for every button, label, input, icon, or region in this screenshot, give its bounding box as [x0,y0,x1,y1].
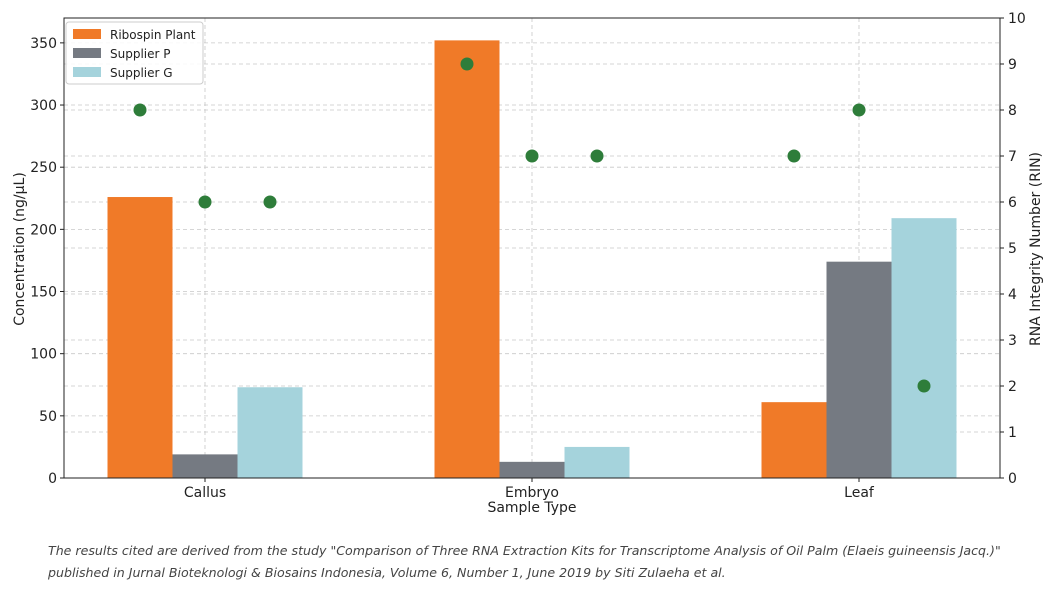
y2-tick-label: 2 [1008,379,1017,395]
y2-tick-label: 4 [1008,287,1017,303]
x-tick-label-embryo: Embryo [505,485,559,501]
rin-point-supplier-p-leaf [852,103,866,117]
legend-swatch-supplier-p [73,48,101,58]
y2-tick-label: 6 [1008,195,1017,211]
y2-tick-label: 9 [1008,57,1017,73]
bar-ribospin-plant-leaf [761,402,827,478]
legend-label-ribospin: Ribospin Plant [110,28,196,42]
bar-supplier-p-callus [172,454,238,478]
y-tick-label: 150 [30,285,57,301]
legend: Ribospin Plant Supplier P Supplier G [65,21,204,85]
rin-point-supplier-g-embryo [590,149,604,163]
source-caption: The results cited are derived from the s… [48,543,1001,580]
rin-point-supplier-p-callus [198,195,212,209]
y2-tick-label: 10 [1008,11,1026,27]
rin-point-ribospin-plant-embryo [460,57,474,71]
y2-tick-label: 7 [1008,149,1017,165]
legend-label-supplier-p: Supplier P [110,47,171,61]
rin-point-ribospin-plant-leaf [787,149,801,163]
rin-points [133,57,931,393]
legend-label-supplier-g: Supplier G [110,66,173,80]
rin-point-supplier-g-callus [263,195,277,209]
y-tick-label: 350 [30,36,57,52]
legend-swatch-ribospin [73,29,101,39]
y-tick-label: 100 [30,347,57,363]
bar-ribospin-plant-embryo [434,40,500,478]
bar-supplier-g-callus [237,387,303,478]
y2-tick-label: 3 [1008,333,1017,349]
rin-point-supplier-g-leaf [917,379,931,393]
y-tick-label: 250 [30,160,57,176]
bar-supplier-p-leaf [826,261,892,478]
y-tick-label: 200 [30,222,57,238]
bar-supplier-g-embryo [564,446,630,478]
bars [107,40,957,478]
axes [60,17,1004,482]
y-axis-title: Concentration (ng/µL) [12,172,28,326]
bar-ribospin-plant-callus [107,197,173,478]
y-tick-label: 50 [39,409,57,425]
x-axis-title: Sample Type [487,500,576,516]
y2-tick-label: 5 [1008,241,1017,257]
legend-swatch-supplier-g [73,67,101,77]
bar-supplier-g-leaf [891,218,957,478]
y2-tick-label: 1 [1008,425,1017,441]
y2-tick-label: 0 [1008,471,1017,487]
y-tick-label: 300 [30,98,57,114]
x-tick-label-leaf: Leaf [844,485,875,501]
x-tick-label-callus: Callus [184,485,226,501]
y2-axis-title: RNA Integrity Number (RIN) [1028,152,1044,346]
rin-point-ribospin-plant-callus [133,103,147,117]
tick-labels: 0 50 100 150 200 250 300 350 0 1 2 3 4 5 6 7 8 9 10 Callus E… [30,11,1026,501]
y2-tick-label: 8 [1008,103,1017,119]
rin-point-supplier-p-embryo [525,149,539,163]
y-tick-label: 0 [48,471,57,487]
bar-supplier-p-embryo [499,461,565,478]
